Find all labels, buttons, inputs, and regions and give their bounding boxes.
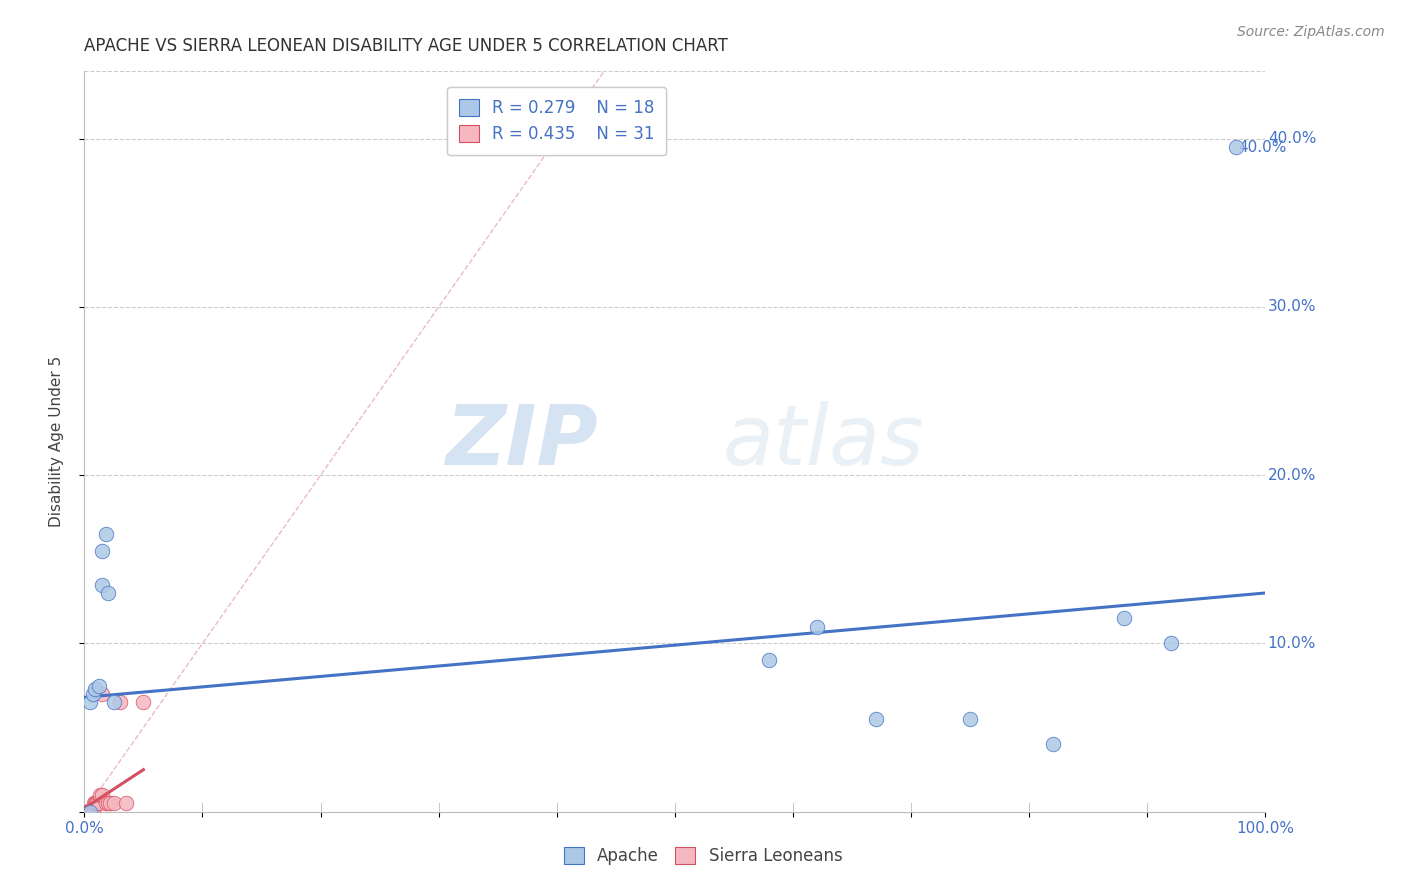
Point bbox=[91, 577, 114, 591]
Point bbox=[77, 805, 100, 819]
Point bbox=[1112, 611, 1135, 625]
Point bbox=[79, 695, 101, 709]
Point bbox=[1160, 636, 1182, 650]
Text: atlas: atlas bbox=[723, 401, 924, 482]
Text: 40.0%: 40.0% bbox=[1268, 131, 1316, 146]
Point bbox=[75, 805, 97, 819]
Point bbox=[114, 797, 136, 811]
Point bbox=[80, 805, 103, 819]
Point bbox=[77, 805, 100, 819]
Point bbox=[758, 653, 780, 667]
Point bbox=[86, 797, 108, 811]
Point bbox=[103, 797, 125, 811]
Point bbox=[1225, 140, 1247, 154]
Point bbox=[97, 797, 120, 811]
Point bbox=[103, 695, 125, 709]
Point bbox=[76, 805, 98, 819]
Point bbox=[79, 805, 101, 819]
Point bbox=[97, 586, 120, 600]
Text: ZIP: ZIP bbox=[446, 401, 598, 482]
Point bbox=[865, 712, 887, 726]
Point bbox=[84, 797, 107, 811]
Point bbox=[77, 805, 100, 819]
Point bbox=[108, 695, 131, 709]
Text: APACHE VS SIERRA LEONEAN DISABILITY AGE UNDER 5 CORRELATION CHART: APACHE VS SIERRA LEONEAN DISABILITY AGE … bbox=[84, 37, 728, 54]
Point bbox=[94, 797, 117, 811]
Point bbox=[79, 805, 101, 819]
Point bbox=[75, 805, 97, 819]
Point bbox=[1042, 738, 1064, 752]
Text: 20.0%: 20.0% bbox=[1268, 467, 1316, 483]
Point bbox=[76, 805, 98, 819]
Point bbox=[83, 797, 105, 811]
Text: Source: ZipAtlas.com: Source: ZipAtlas.com bbox=[1237, 25, 1385, 39]
Point bbox=[89, 788, 111, 802]
Point bbox=[75, 805, 97, 819]
Point bbox=[75, 805, 97, 819]
Point bbox=[806, 619, 828, 633]
Point bbox=[87, 797, 110, 811]
Point bbox=[84, 681, 107, 696]
Text: 30.0%: 30.0% bbox=[1268, 300, 1316, 314]
Point bbox=[87, 679, 110, 693]
Legend: Apache, Sierra Leoneans: Apache, Sierra Leoneans bbox=[554, 837, 852, 875]
Point bbox=[91, 788, 114, 802]
Point bbox=[84, 797, 107, 811]
Point bbox=[98, 797, 121, 811]
Legend: R = 0.279    N = 18, R = 0.435    N = 31: R = 0.279 N = 18, R = 0.435 N = 31 bbox=[447, 87, 666, 155]
Point bbox=[91, 687, 114, 701]
Text: 40.0%: 40.0% bbox=[1239, 139, 1286, 154]
Point bbox=[77, 805, 100, 819]
Point bbox=[76, 805, 98, 819]
Point bbox=[82, 687, 104, 701]
Point bbox=[91, 544, 114, 558]
Text: 10.0%: 10.0% bbox=[1268, 636, 1316, 651]
Point bbox=[82, 805, 104, 819]
Point bbox=[82, 805, 104, 819]
Point bbox=[94, 527, 117, 541]
Point bbox=[132, 695, 155, 709]
Y-axis label: Disability Age Under 5: Disability Age Under 5 bbox=[49, 356, 63, 527]
Point bbox=[959, 712, 981, 726]
Point bbox=[79, 805, 101, 819]
